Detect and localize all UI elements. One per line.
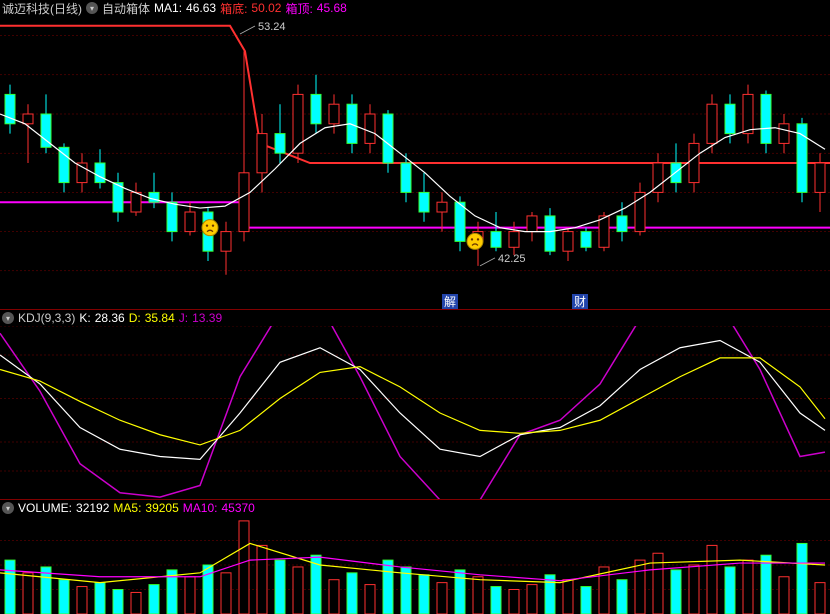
ma10-value: 45370 xyxy=(221,501,254,515)
box-bottom-value: 50.02 xyxy=(251,1,281,15)
k-label: K: xyxy=(79,311,90,325)
volume-header: ▾ VOLUME: 32192 MA5: 39205 MA10: 45370 xyxy=(0,500,830,516)
candlestick-chart[interactable]: 53.24 42.25 解 财 xyxy=(0,16,830,310)
ma1-label: MA1: xyxy=(154,1,182,15)
stock-title: 诚迈科技(日线) xyxy=(2,0,82,17)
j-value: 13.39 xyxy=(192,311,222,325)
j-label: J: xyxy=(179,311,188,325)
indicator-name: 自动箱体 xyxy=(102,0,150,17)
main-header: 诚迈科技(日线) ▾ 自动箱体 MA1: 46.63 箱底: 50.02 箱顶:… xyxy=(0,0,830,16)
ma1-value: 46.63 xyxy=(186,1,216,15)
svg-text:53.24: 53.24 xyxy=(258,21,286,33)
box-bottom-label: 箱底: xyxy=(220,0,247,17)
kdj-chart[interactable] xyxy=(0,326,830,500)
main-chart-panel[interactable]: 诚迈科技(日线) ▾ 自动箱体 MA1: 46.63 箱底: 50.02 箱顶:… xyxy=(0,0,830,310)
kdj-panel[interactable]: ▾ KDJ(9,3,3) K: 28.36 D: 35.84 J: 13.39 xyxy=(0,310,830,500)
volume-panel[interactable]: ▾ VOLUME: 32192 MA5: 39205 MA10: 45370 xyxy=(0,500,830,614)
ma10-label: MA10: xyxy=(183,501,218,515)
volume-value: 32192 xyxy=(76,501,109,515)
svg-text:财: 财 xyxy=(574,295,586,309)
ma5-value: 39205 xyxy=(145,501,178,515)
svg-text:42.25: 42.25 xyxy=(498,253,526,265)
svg-text:解: 解 xyxy=(444,295,456,309)
kdj-header: ▾ KDJ(9,3,3) K: 28.36 D: 35.84 J: 13.39 xyxy=(0,310,830,326)
dropdown-icon[interactable]: ▾ xyxy=(86,2,98,14)
kdj-label: KDJ(9,3,3) xyxy=(18,311,75,325)
ma5-label: MA5: xyxy=(113,501,141,515)
d-label: D: xyxy=(129,311,141,325)
d-value: 35.84 xyxy=(145,311,175,325)
box-top-value: 45.68 xyxy=(317,1,347,15)
box-top-label: 箱顶: xyxy=(285,0,312,17)
dropdown-icon[interactable]: ▾ xyxy=(2,502,14,514)
k-value: 28.36 xyxy=(95,311,125,325)
volume-label: VOLUME: xyxy=(18,501,72,515)
volume-chart[interactable] xyxy=(0,516,830,614)
dropdown-icon[interactable]: ▾ xyxy=(2,312,14,324)
